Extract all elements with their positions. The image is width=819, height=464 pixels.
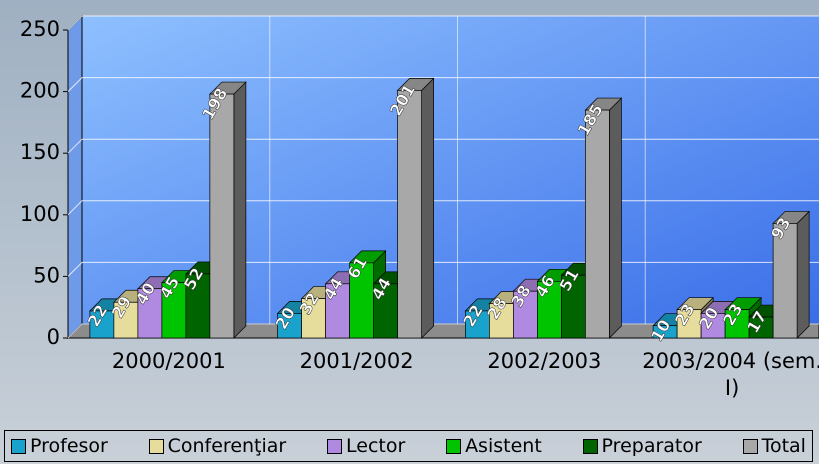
bar (396, 77, 435, 339)
legend-swatch (446, 438, 462, 454)
bar-front (113, 301, 139, 339)
legend-label: Total (761, 435, 806, 457)
bar-front (700, 313, 726, 339)
legend-swatch (11, 438, 26, 454)
y-tick-label: 200 (20, 79, 60, 103)
bar-front (537, 280, 562, 339)
y-tick-label: 0 (47, 325, 60, 349)
bar-side (609, 97, 622, 339)
x-tick-label: 2000/2001 (111, 349, 226, 373)
bar-front (561, 274, 586, 339)
side-wall (67, 14, 83, 340)
legend: Profesor Conferenţiar Lector Asistent Prepar… (4, 430, 813, 462)
bar-front (465, 310, 490, 339)
legend-label: Conferenţiar (167, 435, 287, 457)
legend-entry: Profesor (11, 435, 108, 457)
bar-front (513, 290, 538, 339)
y-tick-label: 50 (33, 263, 60, 287)
bar-side (233, 81, 247, 339)
bar-front (161, 282, 187, 339)
legend-swatch (148, 438, 164, 454)
y-tick-label: 150 (20, 140, 60, 164)
legend-swatch (582, 438, 598, 454)
grid-line (67, 15, 819, 31)
bar (772, 210, 810, 339)
bar-side (421, 77, 434, 339)
bar-front (724, 309, 750, 339)
legend-entry: Lector (327, 435, 405, 457)
bar-front (349, 262, 374, 339)
y-tick-label: 100 (20, 202, 60, 226)
legend-label: Preparator (601, 435, 702, 457)
legend-label: Lector (346, 435, 406, 457)
bar-front (325, 283, 350, 339)
bar (584, 97, 623, 339)
legend-label: Asistent (465, 435, 542, 457)
x-tick-label: 2002/2003 (487, 349, 602, 373)
bar-front (301, 298, 326, 339)
bar-front (89, 310, 115, 339)
grid-line (67, 261, 819, 277)
grid-line (67, 138, 819, 154)
bar-front (373, 283, 398, 339)
bar-front (772, 223, 798, 339)
bar (209, 81, 247, 339)
grid-line (67, 200, 819, 216)
y-tick-label: 250 (20, 17, 60, 41)
legend-entry: Total (742, 435, 806, 457)
legend-entry: Preparator (582, 435, 702, 457)
legend-label: Profesor (30, 435, 108, 457)
bar-front (489, 303, 514, 339)
bar-front (397, 90, 422, 339)
x-tick-label: 2003/2004 (sem. I) (642, 349, 819, 400)
bar-front (676, 309, 702, 339)
legend-entry: Conferenţiar (148, 435, 287, 457)
legend-swatch (742, 438, 758, 454)
bar-side (796, 210, 810, 339)
x-tick-label: 2001/2002 (299, 349, 414, 373)
bar-front (277, 313, 302, 339)
grid-line (67, 77, 819, 92)
bar-front (585, 109, 610, 339)
back-wall (82, 16, 819, 324)
bar-front (209, 93, 235, 339)
legend-swatch (327, 438, 343, 454)
legend-entry: Asistent (446, 435, 542, 457)
bar-front (137, 288, 163, 339)
